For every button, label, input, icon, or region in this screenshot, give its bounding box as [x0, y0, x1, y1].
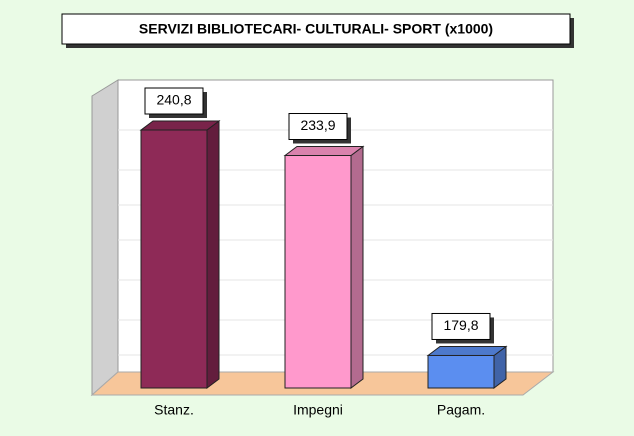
- bar-side: [206, 120, 220, 389]
- x-tick-label: Pagam.: [437, 402, 485, 418]
- bar-top: [426, 345, 508, 356]
- value-label: 240,8: [156, 92, 191, 108]
- value-label: 179,8: [443, 317, 478, 333]
- value-label: 233,9: [300, 117, 335, 133]
- bar-top: [139, 120, 221, 131]
- bar: [427, 354, 495, 389]
- side-wall: [91, 79, 119, 397]
- value-label-box: [144, 87, 204, 115]
- x-tick-label: Impegni: [293, 402, 343, 418]
- value-label-box: [288, 113, 348, 141]
- title-box: [61, 13, 571, 45]
- bar-side: [350, 145, 364, 389]
- bar: [140, 129, 208, 389]
- value-label-box: [431, 312, 491, 340]
- x-tick-label: Stanz.: [154, 402, 194, 418]
- bar: [284, 155, 352, 389]
- chart-title: SERVIZI BIBLIOTECARI- CULTURALI- SPORT (…: [139, 21, 493, 37]
- bar-top: [283, 146, 365, 157]
